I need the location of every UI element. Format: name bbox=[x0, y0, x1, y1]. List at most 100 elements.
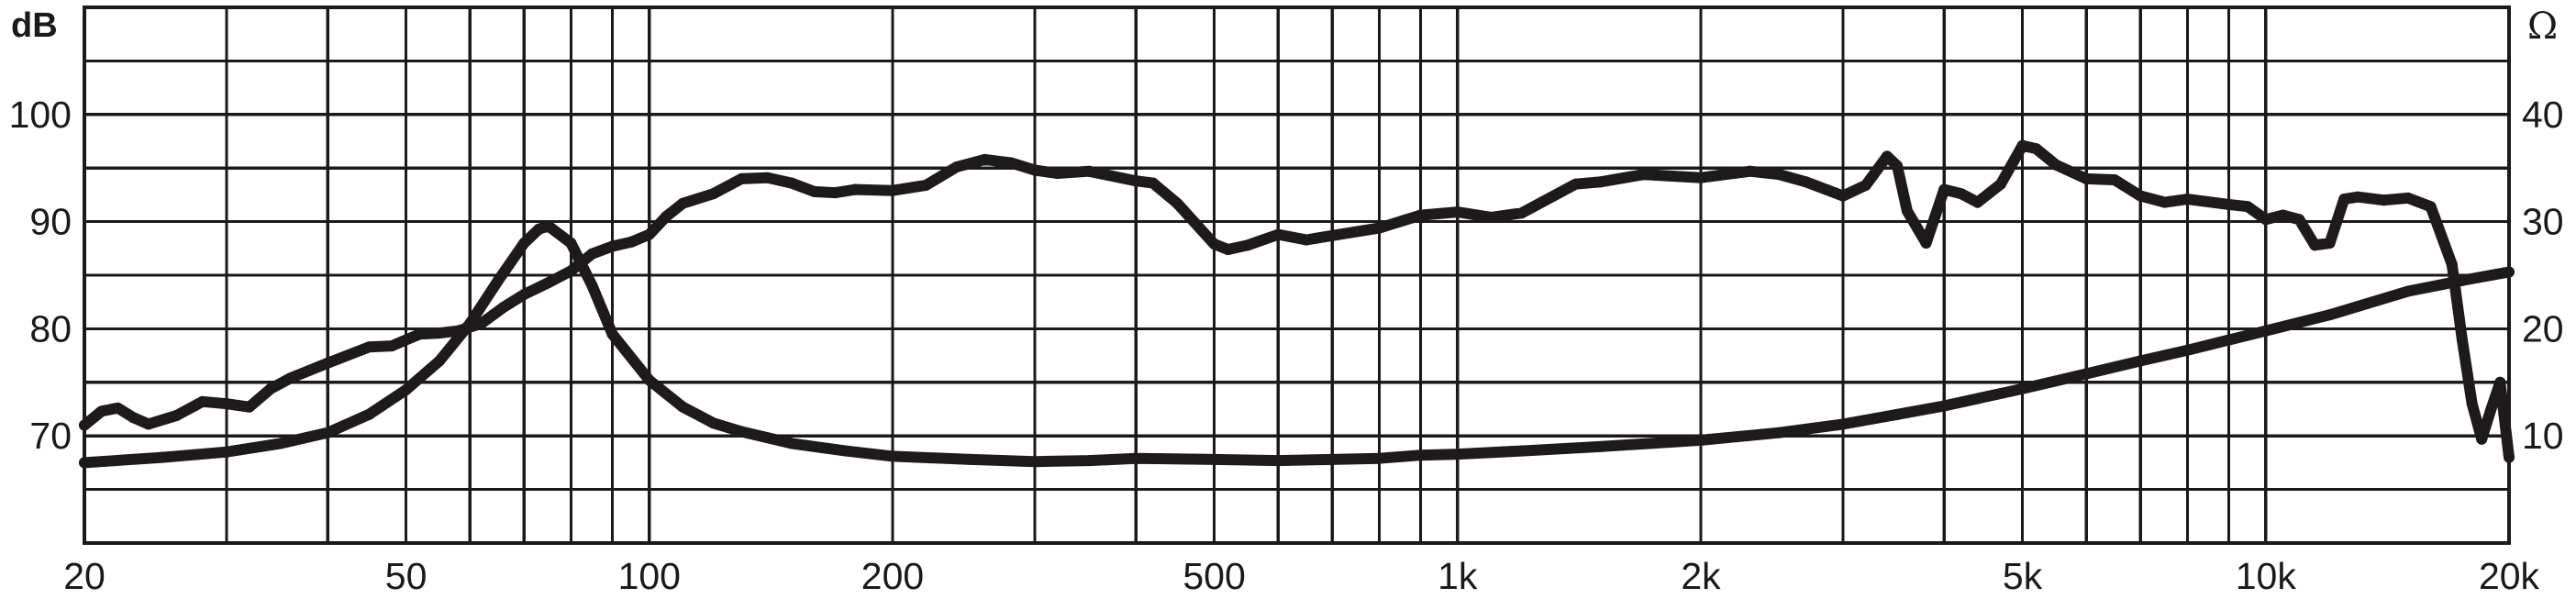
spl-point bbox=[1516, 207, 1527, 219]
impedance-point bbox=[518, 237, 530, 249]
impedance-point bbox=[79, 457, 90, 469]
spl-point bbox=[95, 405, 107, 417]
spl-point bbox=[112, 402, 124, 414]
spl-point bbox=[2135, 190, 2147, 202]
impedance-point bbox=[2016, 383, 2028, 394]
spl-point bbox=[1892, 160, 1904, 172]
impedance-point bbox=[157, 451, 169, 463]
spl-point bbox=[2081, 172, 2093, 184]
impedance-point bbox=[2260, 325, 2271, 337]
spl-point bbox=[2182, 194, 2193, 205]
impedance-point bbox=[839, 445, 851, 457]
impedance-point bbox=[565, 237, 577, 249]
x-tick-label: 100 bbox=[618, 555, 681, 597]
impedance-point bbox=[965, 453, 977, 465]
spl-point bbox=[2108, 174, 2120, 186]
spl-point bbox=[2352, 191, 2364, 203]
spl-point bbox=[950, 161, 962, 173]
spl-point bbox=[385, 340, 397, 352]
spl-point bbox=[2293, 214, 2305, 226]
spl-point bbox=[414, 328, 426, 340]
spl-point bbox=[2159, 196, 2171, 208]
spl-point bbox=[2338, 194, 2350, 205]
spl-point bbox=[1222, 243, 1234, 255]
spl-point bbox=[1901, 205, 1913, 216]
spl-point bbox=[736, 172, 748, 184]
spl-point bbox=[1415, 209, 1427, 221]
impedance-points bbox=[79, 220, 2515, 469]
spl-point bbox=[887, 184, 898, 196]
spl-point bbox=[661, 210, 672, 222]
spl-point bbox=[1638, 169, 1649, 181]
spl-point bbox=[79, 419, 90, 431]
impedance-point bbox=[542, 220, 554, 232]
spl-point bbox=[1838, 190, 1849, 202]
spl-point bbox=[2494, 376, 2506, 388]
spl-point bbox=[434, 327, 446, 339]
impedance-point bbox=[533, 223, 545, 235]
spl-point bbox=[1593, 176, 1605, 188]
spl-point bbox=[1051, 168, 1063, 180]
spl-point bbox=[542, 277, 554, 289]
impedance-point bbox=[1373, 452, 1385, 464]
spl-point bbox=[2242, 201, 2254, 213]
spl-point bbox=[2504, 451, 2515, 463]
spl-point bbox=[265, 383, 277, 394]
impedance-point bbox=[2456, 274, 2468, 286]
spl-point bbox=[1570, 178, 1582, 190]
impedance-point bbox=[1272, 455, 1284, 467]
left-axis-unit: dB bbox=[11, 6, 58, 45]
spl-point bbox=[518, 289, 530, 301]
impedance-curve bbox=[79, 220, 2515, 469]
left-y-tick-label: 80 bbox=[29, 307, 72, 349]
impedance-point bbox=[464, 317, 476, 329]
spl-point bbox=[1300, 234, 1312, 246]
spl-point bbox=[2050, 159, 2062, 171]
spl-point bbox=[849, 183, 861, 195]
impedance-point bbox=[1593, 440, 1605, 452]
impedance-point bbox=[363, 408, 375, 420]
spl-point bbox=[606, 240, 618, 252]
spl-point bbox=[2485, 404, 2497, 415]
spl-point bbox=[196, 395, 208, 407]
spl-point bbox=[2456, 334, 2468, 346]
spl-point bbox=[1029, 164, 1041, 176]
impedance-point bbox=[677, 401, 689, 413]
spl-point bbox=[2476, 433, 2488, 445]
x-tick-label: 2k bbox=[1681, 555, 1721, 597]
right-y-tick-label: 40 bbox=[2522, 94, 2564, 136]
impedance-point bbox=[1130, 452, 1142, 464]
impedance-point bbox=[2182, 344, 2193, 356]
spl-point bbox=[284, 372, 296, 384]
spl-point bbox=[1800, 176, 1812, 188]
spl-point bbox=[979, 153, 991, 165]
left-y-tick-label: 70 bbox=[29, 415, 72, 457]
spl-point bbox=[1242, 239, 1254, 251]
impedance-point bbox=[400, 383, 412, 395]
spl-point bbox=[2466, 398, 2478, 410]
x-tick-label: 10k bbox=[2236, 555, 2297, 597]
spl-point bbox=[171, 410, 183, 422]
spl-point bbox=[1130, 175, 1142, 187]
spl-point bbox=[128, 412, 139, 424]
spl-point bbox=[1147, 177, 1159, 189]
spl-point bbox=[808, 185, 820, 197]
spl-points bbox=[79, 139, 2515, 463]
impedance-point bbox=[1451, 449, 1463, 460]
spl-point bbox=[497, 302, 509, 314]
spl-point bbox=[920, 179, 932, 191]
impedance-point bbox=[1838, 418, 1849, 430]
spl-point bbox=[221, 398, 233, 410]
spl-point bbox=[1005, 157, 1016, 169]
spl-point bbox=[626, 236, 638, 248]
impedance-point bbox=[1773, 427, 1785, 438]
spl-point bbox=[322, 357, 334, 369]
spl-point bbox=[1083, 165, 1095, 177]
spl-point bbox=[475, 317, 487, 329]
x-tick-label: 1k bbox=[1438, 555, 1478, 597]
x-tick-label: 5k bbox=[2003, 555, 2043, 597]
spl-point bbox=[2223, 198, 2235, 210]
impedance-point bbox=[707, 417, 719, 429]
spl-point bbox=[2277, 209, 2289, 221]
